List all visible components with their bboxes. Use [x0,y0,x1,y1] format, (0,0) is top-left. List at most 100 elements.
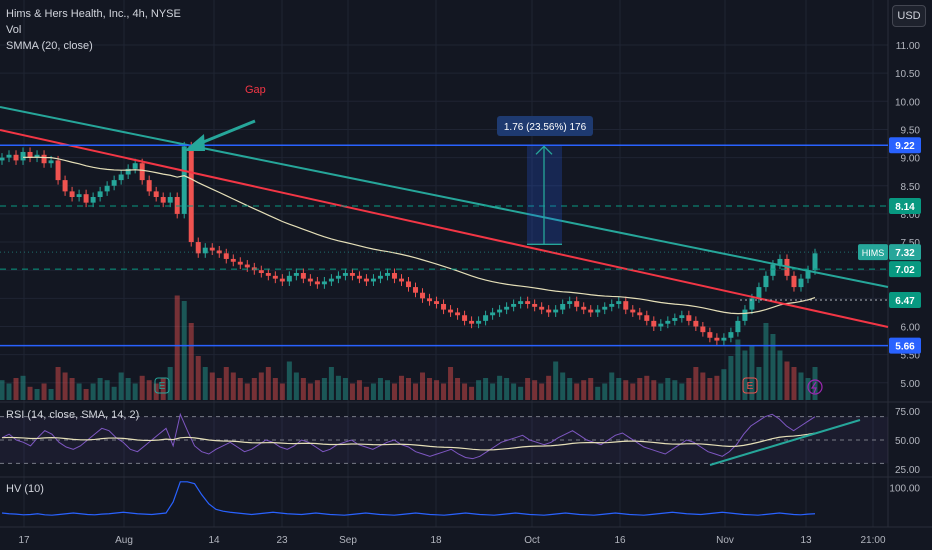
volume-bar [637,378,643,400]
candle-body [188,146,194,243]
hv-axis-tick: 100.00 [889,483,920,494]
price-axis-tick: 9.50 [901,125,921,136]
volume-bar [476,380,482,400]
volume-bar [146,380,152,400]
candle-body [644,315,650,321]
candle-body [195,242,201,254]
volume-bar [356,380,362,400]
rsi-legend: RSI (14, close, SMA, 14, 2) [6,409,139,421]
candle-body [707,332,713,338]
candle-body [111,180,117,186]
volume-bar [700,372,706,400]
price-axis-tick: 10.50 [895,69,920,80]
volume-bar [6,383,12,400]
time-axis-tick: Nov [716,535,734,546]
price-tag-bg [889,337,921,354]
candle-body [448,309,454,313]
candle-body [805,270,811,279]
candle-body [293,273,299,276]
price-tag-label: 8.14 [895,202,915,213]
volume-bar [90,383,96,400]
candle-body [812,253,818,271]
candle-body [167,197,173,203]
candle-body [637,312,643,316]
candle-body [209,247,215,251]
volume-bar [314,380,320,400]
volume-bar [784,361,790,400]
volume-bar [665,378,671,400]
currency-button[interactable]: USD [892,5,926,27]
candle-body [230,258,236,262]
volume-bar [118,372,124,400]
volume-bar [546,375,552,400]
volume-bar [672,380,678,400]
candle-body [574,301,580,307]
candle-body [469,320,475,324]
candle-body [532,303,538,307]
candle-body [265,273,271,276]
candle-body [62,180,68,192]
candle-body [139,163,145,181]
volume-bar [574,383,580,400]
candle-body [55,160,61,181]
volume-bar [111,386,117,400]
candle-body [13,154,19,161]
volume-bar [413,383,419,400]
measure-label-bg [497,116,593,136]
earnings-marker-letter: E [159,381,166,392]
candle-body [595,309,601,313]
volume-bar [167,367,173,400]
price-axis-tick: 8.50 [901,182,921,193]
volume-bar [616,378,622,400]
candle-body [427,298,433,302]
candle-body [518,301,524,304]
volume-bar [48,389,54,400]
candle-body [525,301,531,304]
price-tag-label: 7.02 [895,265,915,276]
candle-body [125,168,131,175]
volume-bar [714,375,720,400]
volume-bar [265,367,271,400]
volume-bar [125,378,131,400]
volume-bar [511,383,517,400]
rsi-axis-tick: 25.00 [895,465,920,476]
price-tag-label: 6.47 [895,296,915,307]
volume-bar [427,378,433,400]
candle-body [237,261,243,265]
volume-bar [34,389,40,400]
volume-bar [160,378,166,400]
volume-bar [279,383,285,400]
candle-body [258,270,264,274]
candle-body [763,275,769,288]
volume-bar [469,386,475,400]
candle-body [546,309,552,313]
time-axis-tick: 18 [430,535,442,546]
volume-bar [602,383,608,400]
candle-body [160,197,166,203]
candle-body [90,197,96,203]
volume-bar [623,380,629,400]
volume-bar [398,375,404,400]
price-axis-tick: 6.00 [901,323,921,334]
volume-bar [328,367,334,400]
time-axis-tick: Sep [339,535,357,546]
candle-body [749,298,755,310]
candle-body [721,337,727,341]
volume-bar [735,339,741,400]
candle-body [300,273,306,279]
volume-bar [497,375,503,400]
volume-bar [651,380,657,400]
candle-body [420,292,426,299]
candle-body [356,275,362,279]
time-axis-tick: 17 [18,535,30,546]
rsi-ma-line [1,432,816,451]
volume-bar [307,383,313,400]
volume-bar [504,378,510,400]
volume-bar [630,383,636,400]
volume-bar [455,378,461,400]
volume-bar [686,378,692,400]
time-axis-tick: 13 [800,535,812,546]
candle-body [658,323,664,327]
volume-bar [97,378,103,400]
